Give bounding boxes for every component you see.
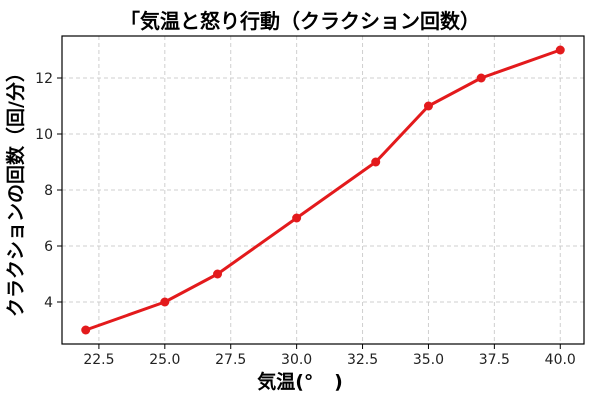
x-axis-label-main: 気温(° [257, 370, 313, 393]
x-tick-labels: 22.5 25.0 27.5 30.0 32.5 35.0 37.5 40.0 [83, 352, 576, 368]
y-tick-label: 6 [44, 239, 53, 255]
data-point [160, 297, 170, 307]
y-tick-label: 8 [44, 183, 53, 199]
x-tick-label: 37.5 [479, 352, 510, 368]
y-tick-label: 10 [35, 127, 53, 143]
y-tick-label: 4 [44, 295, 53, 311]
x-tick-label: 25.0 [149, 352, 180, 368]
data-point [555, 45, 565, 55]
plot-area-frame [61, 35, 585, 345]
data-point [81, 325, 91, 335]
y-axis-label: クラクションの回数（回/分） [4, 63, 27, 317]
axis-ticks [57, 77, 561, 349]
chart-title: 「気温と怒り行動（クラクション回数） [120, 9, 480, 33]
y-tick-label: 12 [35, 71, 53, 87]
x-tick-label: 40.0 [545, 352, 576, 368]
grid-lines [62, 36, 584, 344]
data-point [423, 101, 433, 111]
data-point [476, 73, 486, 83]
x-axis-label-closing: ) [334, 371, 343, 393]
x-tick-label: 35.0 [413, 352, 444, 368]
x-axis-label: 気温(° ) [257, 370, 343, 393]
data-point [292, 213, 302, 223]
y-tick-labels: 4 6 8 10 12 [35, 71, 53, 311]
data-series [81, 45, 565, 335]
x-tick-label: 27.5 [215, 352, 246, 368]
x-tick-label: 22.5 [83, 352, 114, 368]
data-point [213, 269, 223, 279]
series-line [84, 48, 562, 332]
x-tick-label: 30.0 [281, 352, 312, 368]
data-point [371, 157, 381, 167]
x-tick-label: 32.5 [347, 352, 378, 368]
